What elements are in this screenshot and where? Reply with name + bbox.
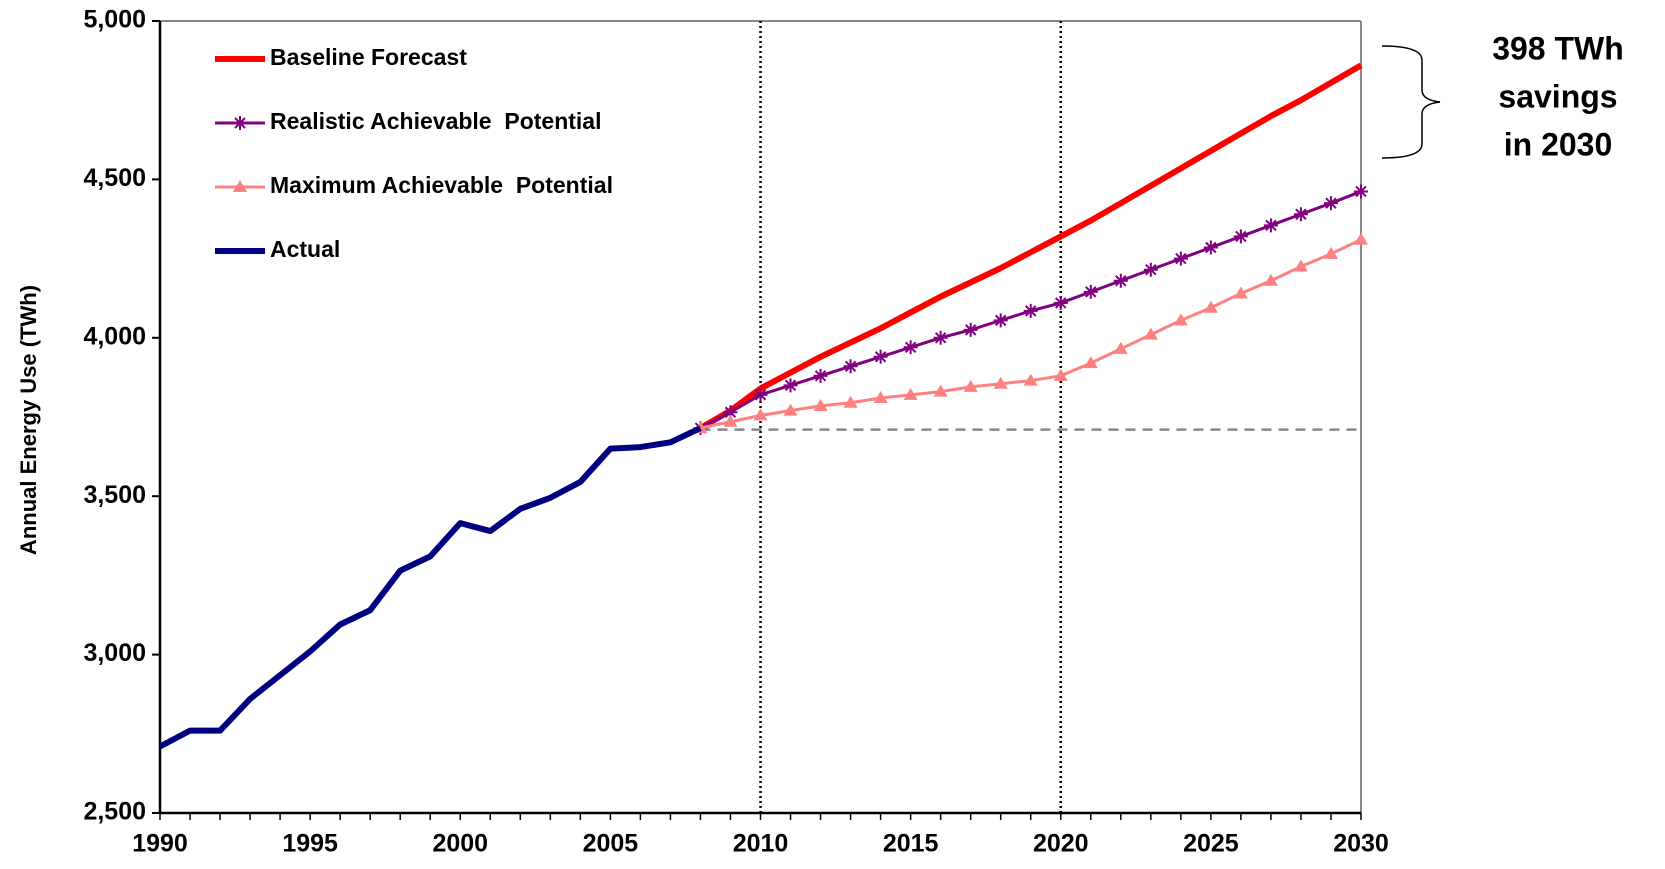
marker (1203, 240, 1218, 255)
y-tick-label: 2,500 (83, 798, 146, 826)
x-tick-label: 2010 (733, 830, 789, 858)
marker (1323, 246, 1338, 259)
marker (933, 330, 948, 345)
marker (1263, 218, 1278, 233)
x-tick-label: 1990 (132, 830, 188, 858)
marker (1323, 196, 1338, 211)
marker (233, 180, 247, 192)
x-tick-label: 2015 (883, 830, 939, 858)
marker (903, 340, 918, 355)
marker (813, 368, 828, 383)
annotation: in 2030 (1504, 126, 1613, 162)
marker (1203, 300, 1218, 313)
legend-label: Baseline Forecast (270, 44, 467, 70)
marker (1113, 273, 1128, 288)
legend-label: Actual (270, 236, 340, 262)
series-line (158, 425, 702, 750)
marker (1173, 251, 1188, 266)
marker (783, 378, 798, 393)
y-tick-label: 3,000 (83, 639, 146, 667)
marker (1233, 229, 1248, 244)
marker (783, 403, 798, 416)
legend-label: Realistic Achievable Potential (270, 108, 602, 134)
legend-label: Maximum Achievable Potential (270, 172, 613, 198)
marker (1143, 327, 1158, 340)
marker (993, 313, 1008, 328)
x-tick-label: 2025 (1183, 830, 1239, 858)
marker (1083, 284, 1098, 299)
marker (1083, 356, 1098, 369)
marker (723, 414, 738, 427)
y-tick-label: 5,000 (83, 6, 146, 34)
marker (753, 408, 768, 421)
marker (1293, 259, 1308, 272)
annotation: 398 TWh (1492, 30, 1624, 66)
marker (1354, 184, 1368, 199)
annotation: savings (1498, 78, 1617, 114)
series-line (700, 238, 1362, 430)
x-tick-label: 1995 (282, 830, 338, 858)
marker (233, 116, 247, 130)
y-tick-label: 3,500 (83, 481, 146, 509)
series-line (698, 62, 1363, 431)
marker (1233, 286, 1248, 299)
x-tick-label: 2020 (1033, 830, 1089, 858)
marker (723, 405, 738, 420)
marker (1293, 207, 1308, 222)
marker (753, 387, 768, 402)
x-tick-label: 2030 (1333, 830, 1389, 858)
marker (1354, 232, 1368, 245)
marker (1113, 341, 1128, 354)
marker (873, 349, 888, 364)
marker (903, 387, 918, 400)
x-tick-label: 2005 (583, 830, 639, 858)
marker (1053, 368, 1068, 381)
marker (1023, 373, 1038, 386)
y-axis-label: Annual Energy Use (TWh) (16, 285, 41, 555)
marker (1173, 313, 1188, 326)
marker (963, 322, 978, 337)
marker (963, 379, 978, 392)
marker (813, 398, 828, 411)
marker (873, 390, 888, 403)
marker (843, 395, 858, 408)
marker (1023, 303, 1038, 318)
marker (1143, 262, 1158, 277)
marker (933, 384, 948, 397)
marker (993, 376, 1008, 389)
marker (1263, 273, 1278, 286)
y-tick-label: 4,000 (83, 322, 146, 350)
marker (1053, 295, 1068, 310)
brace (1381, 45, 1441, 159)
x-tick-label: 2000 (432, 830, 488, 858)
y-tick-label: 4,500 (83, 164, 146, 192)
marker (843, 359, 858, 374)
